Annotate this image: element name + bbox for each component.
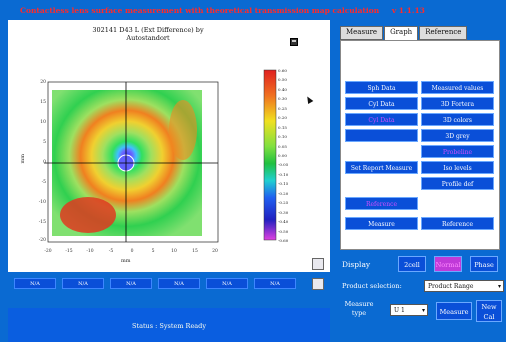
colorbar-label: -0.20 [278, 190, 289, 196]
window-title: Contactless lens surface measurement wit… [20, 6, 380, 15]
colorbar-label: 0.20 [278, 115, 287, 121]
colorbar-label: -0.15 [278, 181, 289, 187]
plot-panel: 302141 D43 L (Ext Difference) by Autosta… [8, 20, 330, 272]
reference-purple-button[interactable]: Reference [345, 197, 418, 210]
3d-fortera-button[interactable]: 3D Fortera [421, 97, 494, 110]
print-icon[interactable] [312, 278, 324, 290]
display-phase-button[interactable]: Phase [470, 256, 498, 272]
value-cell: N/A [158, 278, 200, 289]
y-axis-label: mm [20, 154, 26, 164]
product-selection-dropdown[interactable]: Product Range ▾ [424, 280, 504, 292]
tab-measure[interactable]: Measure [340, 26, 384, 40]
tab-reference[interactable]: Reference [419, 26, 468, 40]
chevron-down-icon: ▾ [421, 307, 425, 314]
plot-title: 302141 D43 L (Ext Difference) by Autosta… [48, 26, 248, 42]
plot-title-line1: 302141 D43 L (Ext Difference) by [92, 26, 204, 34]
colorbar-label: 0.60 [278, 68, 287, 73]
value-cell: N/A [14, 278, 56, 289]
surface-map-hotspot [60, 197, 116, 233]
x-tick: 0 [130, 249, 134, 254]
y-tick: 15 [40, 100, 46, 105]
sph-data-button[interactable]: Sph Data [345, 81, 418, 94]
graph-tab-panel: Sph Data Measured values Cyl Data 3D For… [340, 40, 500, 250]
surface-map [44, 69, 277, 243]
y-tick: 10 [40, 120, 46, 125]
product-selection-label: Product selection: [342, 282, 402, 290]
measure-type-label: Measure type [344, 300, 374, 317]
status-bar: Status : System Ready [8, 308, 330, 342]
value-cell: N/A [254, 278, 296, 289]
probeline-button[interactable]: Probeline [421, 145, 494, 158]
colorbar-label: 0.40 [278, 86, 287, 92]
measure-type-dropdown[interactable]: U 1 ▾ [390, 304, 428, 316]
x-tick: 15 [192, 249, 198, 254]
colorbar-label: 0.05 [278, 143, 287, 149]
save-icon[interactable] [290, 38, 298, 46]
new-cal-button[interactable]: New Cal [476, 300, 502, 322]
y-tick: -10 [38, 200, 46, 205]
display-label: Display [342, 260, 371, 269]
product-selection-value: Product Range [428, 283, 474, 290]
measure-type-value: U 1 [394, 307, 405, 314]
value-cell: N/A [62, 278, 104, 289]
x-tick: 10 [171, 249, 177, 254]
x-tick: 5 [151, 249, 155, 254]
y-tick: -15 [38, 220, 46, 225]
version-label: v 1.1.13 [391, 6, 425, 15]
colorbar-label: -0.40 [278, 219, 289, 225]
measured-values-button[interactable]: Measured values [421, 81, 494, 94]
colorbar-label: 0.15 [278, 124, 287, 130]
empty-button[interactable] [345, 129, 418, 142]
tab-graph[interactable]: Graph [384, 26, 419, 40]
y-tick: -5 [41, 180, 46, 185]
reference-button-graph[interactable]: Reference [421, 217, 494, 230]
colorbar-label: -0.10 [278, 171, 289, 177]
iso-levels-button[interactable]: Iso levels [421, 161, 494, 174]
colorbar-label: 0.10 [278, 134, 287, 140]
plot-title-line2: Autostandort [126, 34, 170, 42]
cyl-data-alt-button[interactable]: Cyl Data [345, 113, 418, 126]
x-tick: -10 [86, 249, 94, 254]
profile-def-button[interactable]: Profile def [421, 177, 494, 190]
colorbar-label: -0.50 [278, 228, 289, 234]
status-text: Status : System Ready [132, 322, 206, 330]
control-panel: Measure Graph Reference Sph Data Measure… [336, 20, 502, 252]
measure-button-graph[interactable]: Measure [345, 217, 418, 230]
colorbar-label: 0.50 [278, 77, 287, 83]
colorbar-label: -0.60 [278, 238, 289, 243]
chevron-down-icon: ▾ [497, 283, 501, 290]
x-axis-label: mm [121, 258, 131, 264]
value-cell: N/A [110, 278, 152, 289]
x-tick: -5 [108, 249, 114, 254]
x-tick: -15 [65, 249, 73, 254]
value-cell: N/A [206, 278, 248, 289]
y-tick: 5 [43, 140, 46, 145]
y-tick: 20 [40, 80, 46, 85]
x-tick: -20 [44, 249, 52, 254]
display-normal-button[interactable]: Normal [434, 256, 462, 272]
3d-colors-button[interactable]: 3D colors [421, 113, 494, 126]
display-2cell-button[interactable]: 2cell [398, 256, 426, 272]
colorbar [263, 69, 277, 241]
plot-frame [47, 81, 219, 243]
set-report-measure-button[interactable]: Set Report Measure [345, 161, 418, 174]
colorbar-label: 0.30 [278, 96, 287, 102]
cyl-data-button[interactable]: Cyl Data [345, 97, 418, 110]
colorbar-label: -0.05 [278, 162, 289, 168]
x-tick: 20 [212, 249, 218, 254]
tab-bar: Measure Graph Reference [340, 26, 468, 40]
y-tick: 0 [43, 160, 46, 165]
y-tick: -20 [38, 238, 46, 243]
display-icon[interactable] [312, 258, 324, 270]
colorbar-label: 0.25 [278, 105, 287, 111]
window-title-bar: Contactless lens surface measurement wit… [0, 0, 506, 18]
colorbar-label: -0.25 [278, 200, 289, 206]
colorbar-label: -0.30 [278, 209, 289, 215]
3d-grey-button[interactable]: 3D grey [421, 129, 494, 142]
measure-button[interactable]: Measure [436, 302, 472, 320]
colorbar-label: 0.00 [278, 153, 287, 158]
